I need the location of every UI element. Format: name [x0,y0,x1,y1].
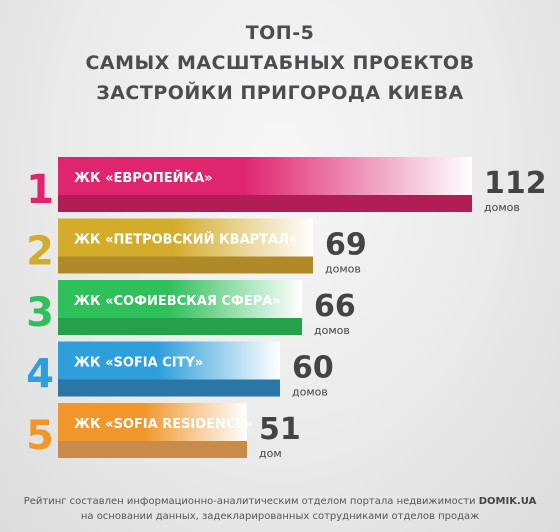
value-label-1: 112 [484,166,547,201]
bar-base-4 [58,379,280,397]
footer-line-2: на основании данных, задекларированных с… [80,511,480,522]
rank-number-1: 1 [26,167,54,213]
footer-line-1: Рейтинг составлен информационно-аналитич… [0,496,560,507]
bar-base-3 [58,318,302,335]
bar-label-1: ЖК «ЕВРОПЕЙКА» [74,170,213,186]
bar-base-2 [58,256,313,274]
unit-label-3: домов [314,324,350,337]
bar-label-4: ЖК «SOFIA CITY» [74,356,203,371]
bar-label-2: ЖК «ПЕТРОВСКИЙ КВАРТАЛ» [74,232,297,248]
rank-number-5: 5 [26,413,54,459]
bar-4 [58,341,280,380]
unit-label-2: домов [325,263,361,276]
value-label-3: 66 [314,289,356,324]
value-label-4: 60 [292,351,334,386]
title-line-3: ЗАСТРОЙКИ ПРИГОРОДА КИЕВА [96,82,464,104]
bar-2 [58,218,313,257]
unit-label-1: домов [484,201,520,214]
bar-base-1 [58,195,472,212]
rank-number-2: 2 [26,229,54,275]
value-label-5: 51 [259,412,301,447]
title-line-1: ТОП-5 [245,22,315,44]
footer-brand: DOMIK.UA [478,496,537,507]
bar-base-5 [58,441,247,458]
title-line-2: САМЫХ МАСШТАБНЫХ ПРОЕКТОВ [85,52,475,74]
unit-label-5: дом [259,447,282,460]
bar-label-5: ЖК «SOFIA RESIDENCE» [74,417,253,432]
bar-3 [58,280,302,318]
bar-5 [58,403,247,441]
rank-number-4: 4 [26,352,54,398]
footer-text: Рейтинг составлен информационно-аналитич… [23,496,479,507]
bar-1 [58,157,472,195]
rank-number-3: 3 [26,290,54,336]
unit-label-4: домов [292,386,328,399]
bar-label-3: ЖК «СОФИЕВСКАЯ СФЕРА» [74,294,281,309]
value-label-2: 69 [325,228,367,263]
